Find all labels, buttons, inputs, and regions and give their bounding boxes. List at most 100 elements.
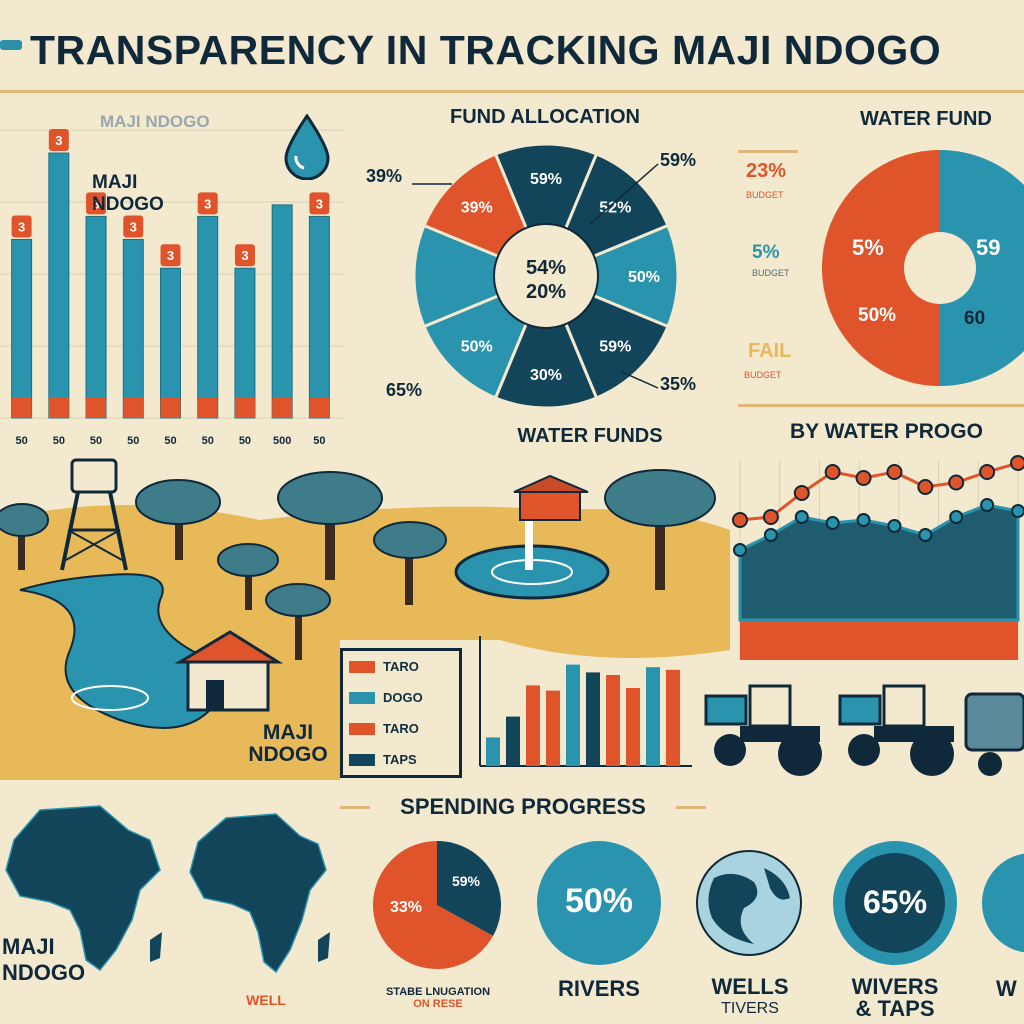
stat-4-value: 65% xyxy=(862,884,928,920)
landscape-label-line2: NDOGO xyxy=(248,743,328,766)
legend-swatch xyxy=(349,753,375,766)
header-divider xyxy=(0,90,1024,93)
bar-value-badge xyxy=(11,215,32,238)
area-point xyxy=(918,528,933,542)
tree-icon xyxy=(135,479,221,560)
donut-center-label: 54% xyxy=(526,257,566,279)
bar xyxy=(486,737,500,766)
donut-outer-label: 35% xyxy=(660,374,696,394)
river-splash xyxy=(71,685,149,711)
bar-value-label: 3 xyxy=(316,196,323,211)
bar xyxy=(646,667,660,766)
bar xyxy=(197,215,219,419)
line-point xyxy=(824,464,841,480)
bar-value-badge xyxy=(48,129,69,152)
donut-hole xyxy=(493,223,599,329)
line-panel-heading: BY WATER PROGO xyxy=(790,420,983,443)
bar-value-badge xyxy=(197,192,218,215)
stat-2-value: 50% xyxy=(564,882,634,920)
donut-slice xyxy=(493,272,599,410)
water-drop-icon xyxy=(284,114,330,180)
bar xyxy=(160,267,181,419)
legend-label: TARO xyxy=(383,659,419,674)
fund-allocation-caption: WATER FUNDS xyxy=(517,425,663,447)
bar xyxy=(626,688,640,766)
bar xyxy=(122,238,144,419)
globe-icon xyxy=(696,850,802,956)
area-point xyxy=(733,543,747,557)
area-series xyxy=(738,503,1020,622)
line-point xyxy=(1010,455,1024,471)
line-point xyxy=(917,479,934,495)
bar-value-label: 3 xyxy=(241,248,248,263)
line-point xyxy=(793,485,810,501)
spending-rule-left xyxy=(340,806,370,809)
legend-label: TARO xyxy=(383,721,419,736)
legend-swatch xyxy=(349,722,375,735)
water-fund-label-fail: FAIL xyxy=(748,340,792,362)
landscape-label: MAJI NDOGO xyxy=(238,722,338,766)
donut-slice xyxy=(542,223,680,329)
donut-slice xyxy=(493,142,599,280)
area-point xyxy=(856,513,871,527)
water-fund-label-top: 23% xyxy=(746,160,787,182)
bar-chart-left: 3 50 3 50 3 50 3 50 3 50 3 50 3 50 500 3 50 xyxy=(0,129,345,447)
legend-item: TARO xyxy=(343,651,459,682)
water-fund-label-top-sub: BUDGET xyxy=(746,190,784,200)
bar-base xyxy=(272,398,293,418)
bar-tick-label: 50 xyxy=(202,435,214,447)
stat-4-label: WIVERS & TAPS xyxy=(820,976,970,1020)
bar-tick-label: 50 xyxy=(127,435,139,447)
callout-line xyxy=(589,163,659,225)
bar-base xyxy=(48,398,69,418)
donut-slice-label: 59% xyxy=(530,171,562,188)
tree-icon xyxy=(277,471,383,580)
bottom-maji-label-line2: NDOGO xyxy=(2,960,86,985)
donut-slice xyxy=(940,150,1024,386)
bar-base xyxy=(86,398,107,418)
bar-value-label: 3 xyxy=(167,248,174,263)
tree-icon xyxy=(604,469,716,590)
stat-5-label: W xyxy=(996,976,1017,1001)
water-fund-donut xyxy=(822,150,1024,386)
donut-slice xyxy=(412,223,550,329)
water-fund-label-mid-sub: BUDGET xyxy=(752,268,790,278)
line-series xyxy=(739,461,1019,522)
bar xyxy=(566,664,580,766)
callout-line xyxy=(621,371,659,389)
bar-base xyxy=(197,398,218,418)
left-panel-label-line2: NDOGO xyxy=(92,194,164,215)
stat-1-label-line2: ON RESE xyxy=(413,998,463,1010)
bar-value-badge xyxy=(160,244,181,267)
spending-progress-heading: SPENDING PROGRESS xyxy=(400,794,646,819)
bar-value-label: 3 xyxy=(130,219,137,234)
bar-value-badge xyxy=(123,215,144,238)
stat-4-label-line2: & TAPS xyxy=(855,996,935,1021)
title-accent-bar xyxy=(0,40,22,50)
bar-tick-label: 500 xyxy=(273,435,291,447)
madagascar-icon xyxy=(150,932,162,962)
tractor-icon xyxy=(838,684,954,776)
bar-tick-label: 50 xyxy=(15,435,27,447)
area-point xyxy=(794,510,809,524)
legend-swatch xyxy=(349,660,375,673)
stat-5-circle xyxy=(982,853,1024,953)
area-point xyxy=(949,510,964,524)
tree-icon xyxy=(0,503,49,570)
water-fund-donut-left: 5% xyxy=(852,235,884,260)
donut-outer-label: 59% xyxy=(660,150,696,170)
madagascar-icon xyxy=(318,932,330,962)
donut-hole xyxy=(904,232,976,304)
legend-label: TAPS xyxy=(383,752,417,767)
bar-base xyxy=(160,398,181,418)
tree-icon xyxy=(217,543,279,610)
water-fund-heading: WATER FUND xyxy=(860,108,992,130)
legend-item: TAPS xyxy=(343,744,459,775)
bar-value-badge xyxy=(86,192,107,215)
legend-box: TARO DOGO TARO TAPS xyxy=(340,648,462,778)
bar-tick-label: 50 xyxy=(164,435,176,447)
bar-value-label: 3 xyxy=(18,219,25,234)
bar xyxy=(48,152,70,419)
hut-icon xyxy=(174,630,284,712)
area-point xyxy=(980,498,995,512)
